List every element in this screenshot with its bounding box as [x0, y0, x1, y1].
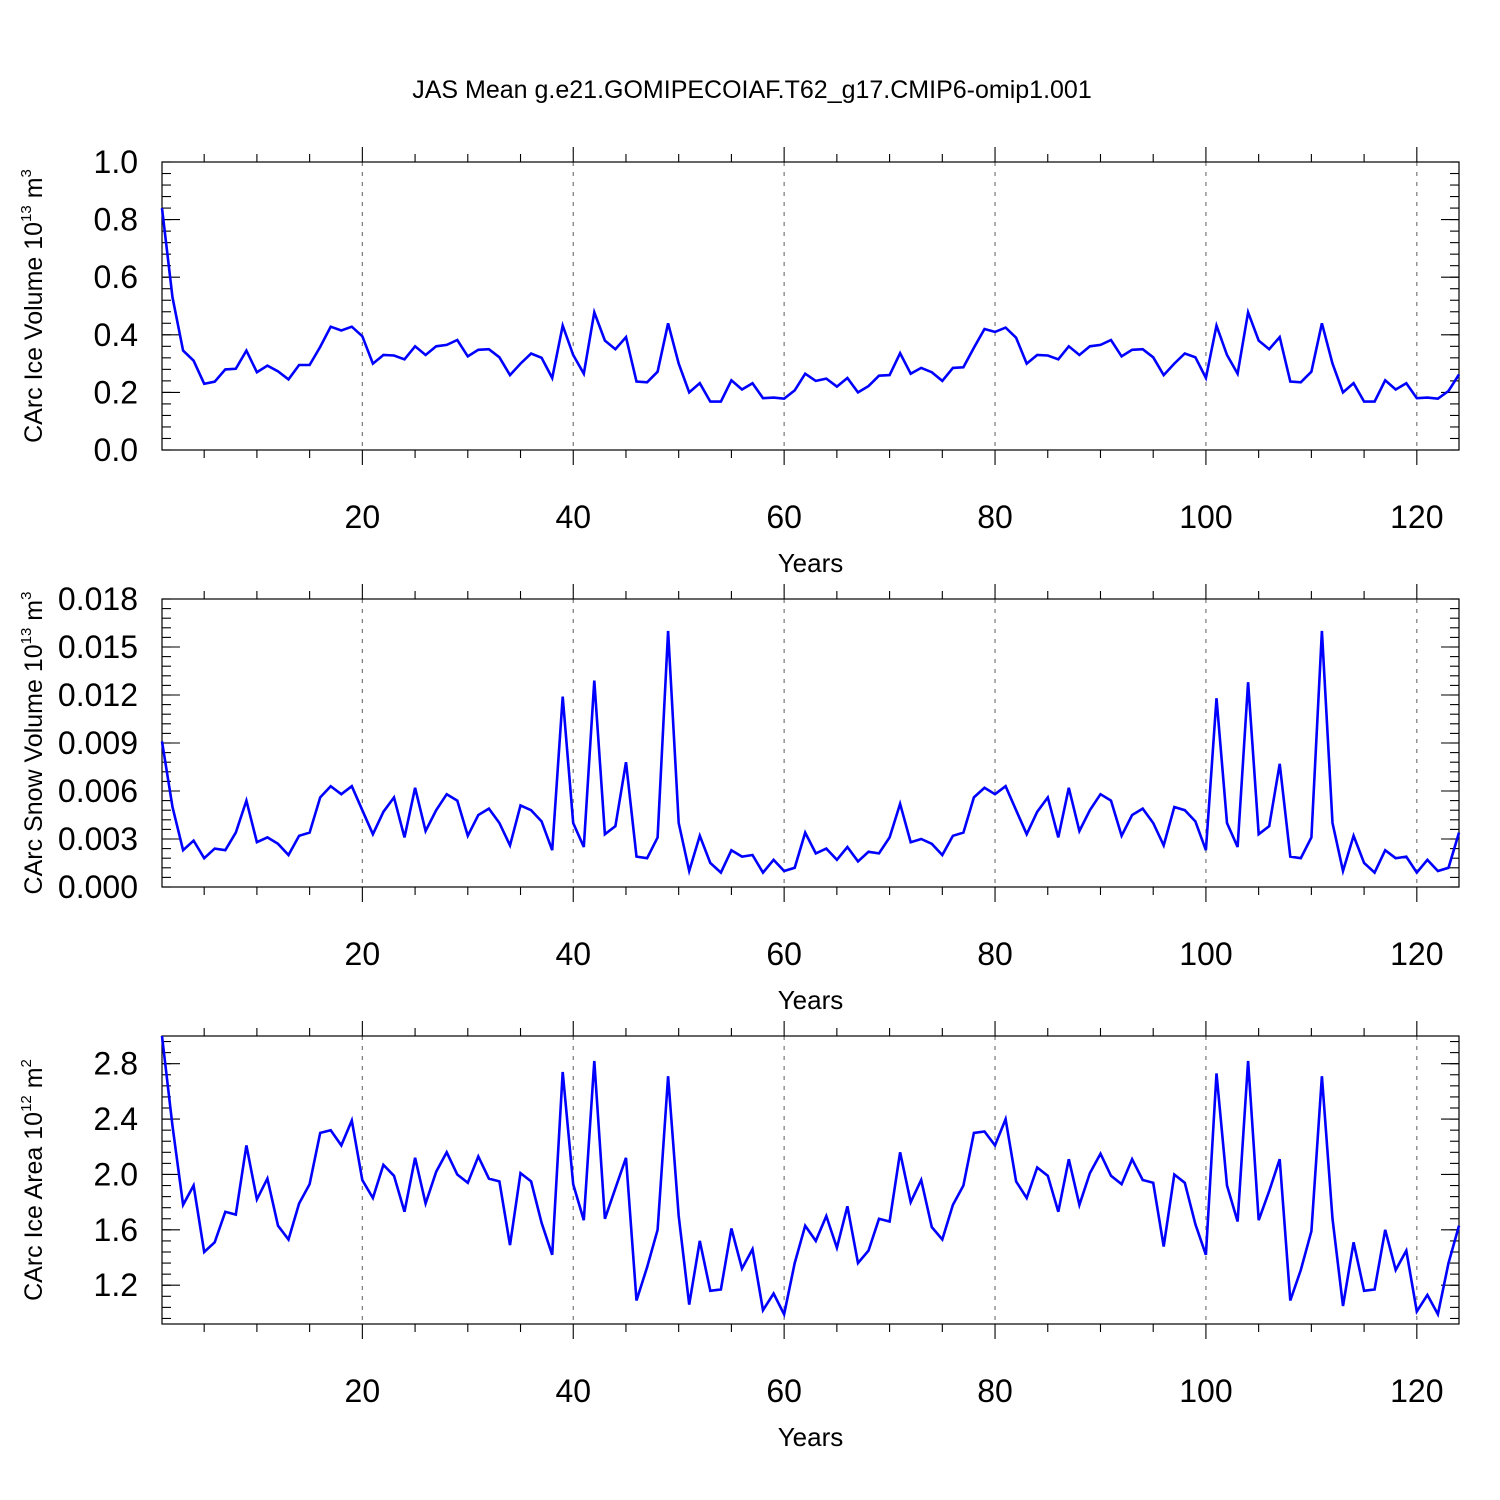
x-tick-label: 120	[1390, 936, 1443, 972]
y-axis-label-unit: m	[20, 600, 48, 628]
y-axis-label: CArc Ice Area 1012 m2	[18, 1059, 48, 1301]
chart-panel-1: 20 40 60 80 100 120 0.0 0.2 0.4 0.6 0.8 1.0 Years CAr…	[18, 144, 1461, 578]
x-tick-label: 40	[555, 1373, 591, 1409]
y-tick-label: 2.0	[94, 1156, 138, 1192]
x-tick-label: 20	[345, 499, 381, 535]
y-axis-label-exponent: 13	[18, 205, 35, 222]
y-axis-label-unit: m	[20, 1067, 48, 1095]
y-axis-label-text: CArc Snow Volume 10	[20, 644, 48, 894]
x-tick-label: 60	[766, 499, 802, 535]
x-tick-label: 20	[345, 936, 381, 972]
x-tick-label: 120	[1390, 499, 1443, 535]
panels: 20 40 60 80 100 120 0.0 0.2 0.4 0.6 0.8 1.0 Years CAr…	[18, 144, 1461, 1452]
x-axis-label: Years	[778, 1422, 844, 1452]
y-axis-label-unit-exponent: 3	[18, 592, 35, 600]
y-axis-label: CArc Snow Volume 1013 m3	[18, 592, 48, 895]
x-tick-label: 80	[977, 1373, 1013, 1409]
y-tick-label: 0.4	[94, 317, 138, 353]
plot-frame	[161, 161, 1460, 451]
y-tick-label: 0.000	[58, 869, 138, 905]
y-tick-label: 0.003	[58, 821, 138, 857]
x-axis-label: Years	[778, 548, 844, 578]
x-tick-label: 20	[345, 1373, 381, 1409]
y-tick-label: 1.2	[94, 1267, 138, 1303]
series-line-1	[160, 1035, 1461, 1319]
plot-frame	[161, 1035, 1460, 1325]
y-tick-label: 1.6	[94, 1212, 138, 1248]
y-tick-label: 0.2	[94, 374, 138, 410]
series-line-1	[160, 630, 1461, 877]
y-axis-label-exponent: 13	[18, 628, 35, 645]
y-tick-label: 0.018	[58, 581, 138, 617]
x-tick-label: 40	[555, 499, 591, 535]
y-tick-label: 0.012	[58, 677, 138, 713]
chart-panel-2: 20 40 60 80 100 120 0.000 0.003 0.006 0.009 0.012 0…	[18, 581, 1461, 1015]
y-tick-label: 0.6	[94, 259, 138, 295]
x-tick-label: 100	[1179, 1373, 1232, 1409]
y-tick-label: 1.0	[94, 144, 138, 180]
x-tick-label: 80	[977, 936, 1013, 972]
y-tick-label: 0.8	[94, 202, 138, 238]
y-tick-label: 0.009	[58, 725, 138, 761]
series-line-1	[160, 207, 1461, 403]
y-axis-label-text: CArc Ice Area 10	[20, 1112, 48, 1301]
x-tick-label: 60	[766, 936, 802, 972]
figure-title: JAS Mean g.e21.GOMIPECOIAF.T62_g17.CMIP6…	[412, 76, 1091, 104]
x-tick-label: 80	[977, 499, 1013, 535]
y-axis-label-unit: m	[20, 177, 48, 205]
x-tick-label: 40	[555, 936, 591, 972]
y-tick-label: 2.8	[94, 1046, 138, 1082]
x-tick-label: 100	[1179, 499, 1232, 535]
y-axis-label-unit-exponent: 3	[18, 169, 35, 177]
y-axis-label-exponent: 12	[18, 1095, 35, 1112]
x-tick-label: 60	[766, 1373, 802, 1409]
x-tick-label: 100	[1179, 936, 1232, 972]
y-axis-label: CArc Ice Volume 1013 m3	[18, 169, 48, 443]
y-axis-label-text: CArc Ice Volume 10	[20, 222, 48, 443]
y-tick-label: 0.0	[94, 432, 138, 468]
y-tick-label: 0.006	[58, 773, 138, 809]
y-tick-label: 0.015	[58, 629, 138, 665]
y-axis-label-unit-exponent: 2	[18, 1059, 35, 1067]
chart-panel-3: 20 40 60 80 100 120 1.2 1.6 2.0 2.4 2.8 Years CArc I…	[18, 1021, 1461, 1452]
x-axis-label: Years	[778, 985, 844, 1015]
x-tick-label: 120	[1390, 1373, 1443, 1409]
y-tick-label: 2.4	[94, 1101, 138, 1137]
